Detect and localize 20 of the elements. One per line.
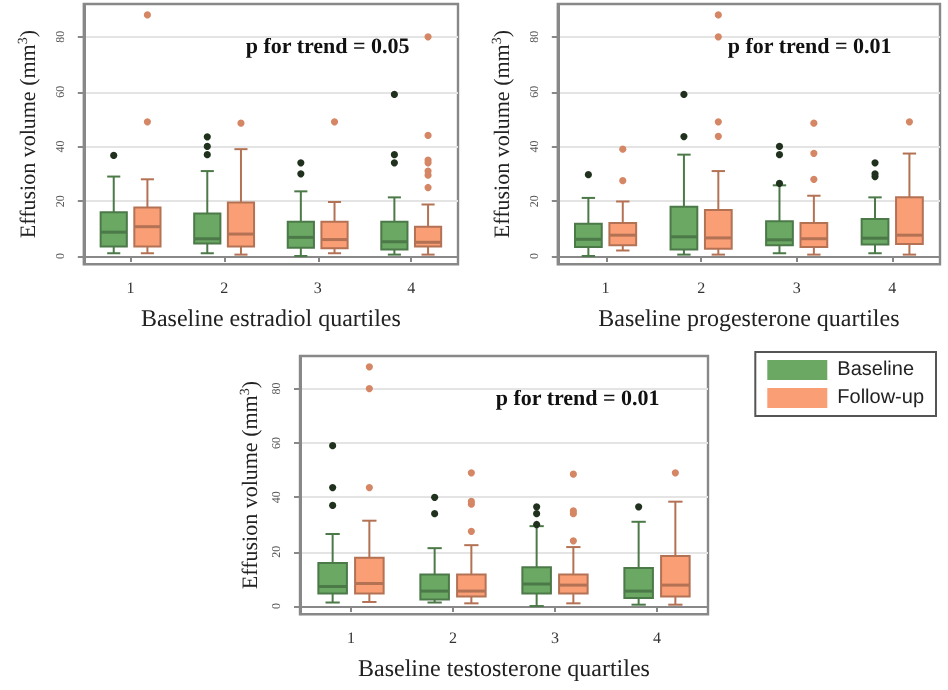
x-tick-label: 2	[449, 629, 457, 648]
x-axis-title: Baseline estradiol quartiles	[140, 304, 402, 332]
x-tick-label: 1	[601, 279, 610, 298]
annotation: p for trend = 0.05	[245, 35, 411, 59]
annotation: p for trend = 0.01	[727, 35, 892, 59]
x-tick-label: 3	[313, 279, 322, 298]
x-tick-label: 1	[126, 279, 135, 298]
x-tick-label: 4	[888, 279, 897, 298]
x-tick-label: 2	[697, 279, 706, 298]
x-tick-label: 4	[653, 629, 661, 648]
x-axis-title: Baseline testosterone quartiles	[358, 654, 651, 682]
x-tick-label: 3	[551, 629, 559, 648]
legend-label: Follow-up	[837, 387, 925, 409]
x-tick-label: 3	[792, 279, 801, 298]
annotation: p for trend = 0.01	[495, 387, 660, 411]
x-tick-label: 4	[407, 279, 416, 298]
x-axis-title: Baseline progesterone quartiles	[598, 304, 901, 332]
x-tick-label: 2	[220, 279, 229, 298]
x-tick-label: 1	[347, 629, 355, 648]
legend-label: Baseline	[837, 359, 915, 381]
